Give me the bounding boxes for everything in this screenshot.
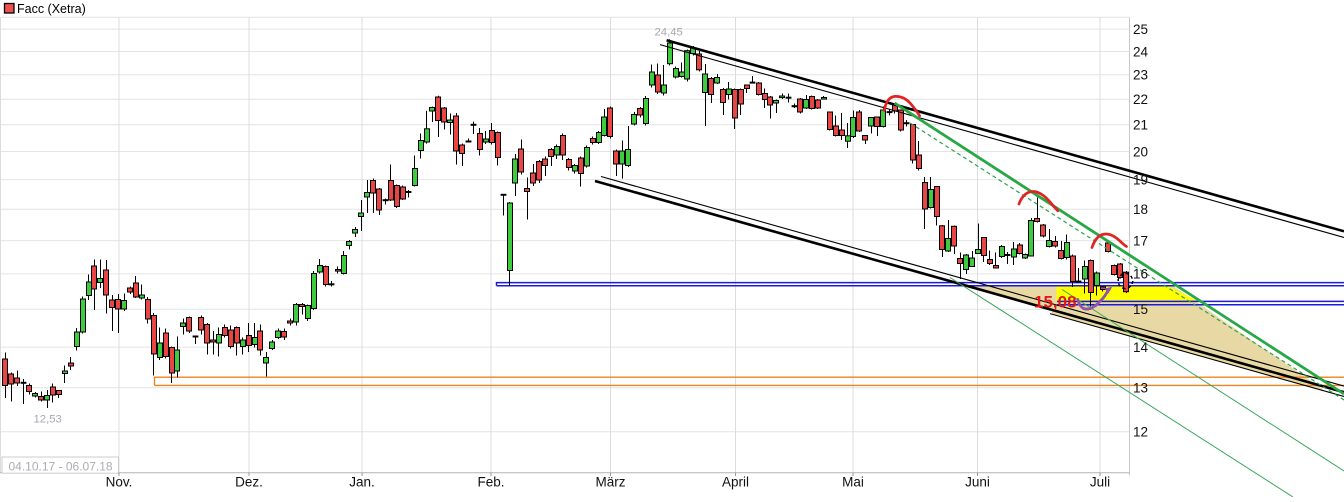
svg-text:April: April bbox=[722, 475, 749, 490]
svg-text:25: 25 bbox=[1133, 22, 1148, 37]
svg-text:Feb.: Feb. bbox=[477, 475, 504, 490]
svg-text:15,08: 15,08 bbox=[1034, 293, 1077, 312]
svg-text:12: 12 bbox=[1133, 425, 1148, 440]
svg-text:Jan.: Jan. bbox=[349, 475, 375, 490]
svg-text:Facc (Xetra): Facc (Xetra) bbox=[17, 2, 86, 16]
svg-text:12,53: 12,53 bbox=[34, 414, 62, 426]
svg-text:24,45: 24,45 bbox=[655, 27, 683, 39]
svg-text:23: 23 bbox=[1133, 68, 1148, 83]
svg-text:Juni: Juni bbox=[965, 475, 990, 490]
svg-text:Nov.: Nov. bbox=[106, 475, 133, 490]
svg-text:22: 22 bbox=[1133, 92, 1148, 107]
svg-text:18: 18 bbox=[1133, 202, 1148, 217]
svg-text:15: 15 bbox=[1133, 302, 1148, 317]
svg-text:März: März bbox=[596, 475, 626, 490]
svg-text:21: 21 bbox=[1133, 118, 1148, 133]
svg-text:16: 16 bbox=[1133, 267, 1148, 282]
svg-text:20: 20 bbox=[1133, 144, 1148, 159]
svg-text:13: 13 bbox=[1133, 381, 1148, 396]
svg-text:Mai: Mai bbox=[842, 475, 864, 490]
svg-text:04.10.17 - 06.07.18: 04.10.17 - 06.07.18 bbox=[9, 459, 113, 473]
svg-text:19: 19 bbox=[1133, 172, 1148, 187]
svg-text:17: 17 bbox=[1133, 233, 1148, 248]
svg-text:Juli: Juli bbox=[1090, 475, 1110, 490]
svg-text:24: 24 bbox=[1133, 44, 1149, 59]
svg-text:Dez.: Dez. bbox=[235, 475, 263, 490]
svg-text:14: 14 bbox=[1133, 340, 1149, 355]
